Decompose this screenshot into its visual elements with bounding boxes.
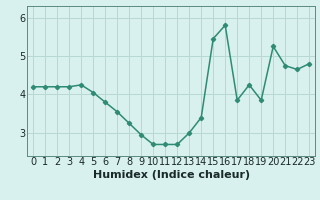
X-axis label: Humidex (Indice chaleur): Humidex (Indice chaleur) [92,170,250,180]
